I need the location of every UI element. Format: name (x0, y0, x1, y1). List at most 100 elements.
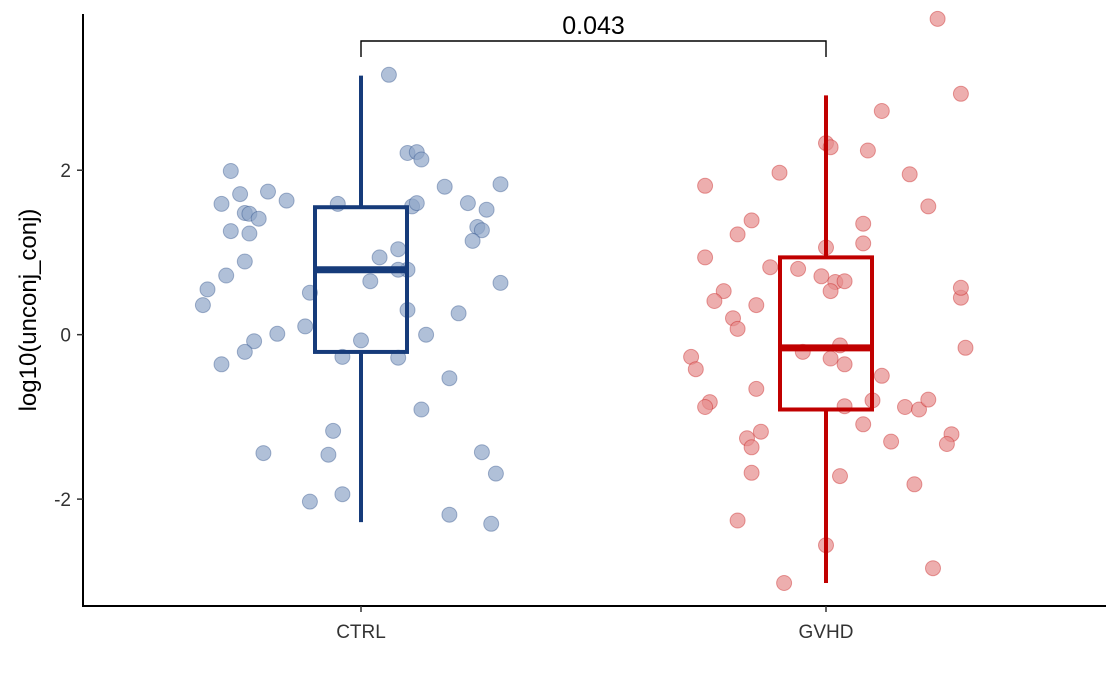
ctrl-data-point (464, 232, 481, 249)
gvhd-data-point (929, 10, 946, 27)
gvhd-data-point (925, 560, 941, 577)
ctrl-data-point (334, 486, 351, 503)
ctrl-data-point (487, 465, 504, 482)
gvhd-data-point (752, 423, 769, 440)
gvhd-data-point (729, 512, 746, 529)
significance-annotation: 0.043 (360, 12, 827, 57)
ctrl-data-point (413, 401, 430, 418)
ctrl-data-point (301, 493, 318, 510)
gvhd-data-point (743, 464, 760, 481)
gvhd-data-point (813, 268, 830, 285)
gvhd-data-point (855, 215, 872, 232)
gvhd-data-point (920, 198, 937, 215)
gvhd-data-point (790, 260, 807, 277)
gvhd-data-point (883, 433, 900, 450)
ctrl-data-point (473, 444, 490, 461)
ctrl-data-point (413, 151, 430, 168)
ctrl-data-point (297, 318, 314, 335)
y-axis-title: log10(unconj_conj) (15, 209, 42, 412)
significance-bracket (360, 40, 827, 57)
gvhd-data-point (897, 399, 913, 415)
gvhd-box (778, 95, 874, 583)
gvhd-data-point (748, 297, 765, 314)
ctrl-data-point (436, 178, 453, 195)
y-tick-label: 0 (60, 326, 71, 347)
boxes-layer (313, 75, 874, 583)
gvhd-data-point (687, 361, 704, 378)
ctrl-data-point (441, 506, 458, 523)
ctrl-data-point (232, 186, 249, 203)
ctrl-data-point (199, 281, 216, 298)
gvhd-data-point (776, 575, 793, 591)
ctrl-data-point (194, 297, 211, 314)
gvhd-data-point (729, 226, 746, 243)
ctrl-data-point (380, 66, 397, 83)
ctrl-data-point (236, 343, 253, 360)
gvhd-iqr-box (778, 255, 874, 412)
gvhd-data-point (729, 320, 746, 337)
gvhd-data-point (706, 293, 723, 309)
ctrl-box (313, 75, 409, 523)
gvhd-data-point (901, 166, 918, 183)
ctrl-data-point (459, 195, 476, 212)
gvhd-data-point (697, 249, 714, 266)
ctrl-data-point (213, 356, 230, 373)
x-tick-label: GVHD (799, 622, 854, 643)
ctrl-data-point (320, 446, 337, 463)
p-value-label: 0.043 (562, 12, 625, 40)
gvhd-data-point (911, 401, 927, 418)
gvhd-data-point (822, 283, 839, 300)
gvhd-data-point (906, 476, 923, 493)
gvhd-data-point (762, 259, 779, 276)
gvhd-data-point (832, 468, 848, 485)
gvhd-data-point (873, 103, 890, 119)
ticks-layer: CTRL GVHD -2 0 2 (54, 161, 853, 643)
ctrl-data-point (255, 445, 272, 462)
ctrl-data-point (269, 325, 286, 342)
ctrl-data-point (418, 326, 435, 343)
points-layer (194, 10, 974, 591)
gvhd-data-point (855, 416, 872, 433)
ctrl-data-point (236, 253, 253, 270)
gvhd-data-point (957, 339, 974, 356)
axes-layer (82, 14, 1106, 607)
ctrl-data-point (390, 241, 407, 258)
ctrl-data-point (260, 183, 276, 200)
gvhd-data-point (952, 85, 969, 102)
gvhd-data-point (938, 436, 955, 452)
gvhd-data-point (743, 439, 760, 456)
gvhd-data-point (952, 279, 969, 296)
ctrl-data-point (450, 305, 467, 322)
y-tick-label: -2 (54, 490, 71, 511)
ctrl-data-point (478, 201, 495, 218)
ctrl-iqr-box (313, 205, 409, 354)
gvhd-data-point (697, 399, 714, 415)
ctrl-data-point (250, 210, 267, 227)
ctrl-data-point (241, 225, 258, 242)
gvhd-data-point (873, 367, 890, 384)
gvhd-data-point (822, 350, 839, 367)
ctrl-data-point (483, 515, 500, 532)
ctrl-data-point (371, 249, 388, 266)
ctrl-data-point (218, 267, 235, 284)
gvhd-data-point (748, 380, 765, 397)
ctrl-data-point (408, 195, 425, 212)
gvhd-data-point (836, 356, 853, 373)
ctrl-data-point (441, 370, 458, 387)
ctrl-data-point (325, 422, 342, 439)
gvhd-data-point (697, 177, 714, 194)
gvhd-data-point (836, 273, 853, 290)
gvhd-data-point (743, 212, 760, 229)
ctrl-data-point (213, 195, 230, 212)
y-tick-label: 2 (60, 161, 71, 182)
ctrl-data-point (473, 222, 490, 239)
ctrl-data-point (222, 163, 239, 179)
ctrl-data-point (222, 223, 239, 240)
gvhd-data-point (859, 142, 876, 159)
gvhd-data-point (771, 164, 788, 181)
gvhd-data-point (855, 235, 872, 252)
ctrl-data-point (353, 332, 369, 349)
gvhd-data-point (715, 283, 732, 300)
x-tick-label: CTRL (336, 622, 386, 643)
